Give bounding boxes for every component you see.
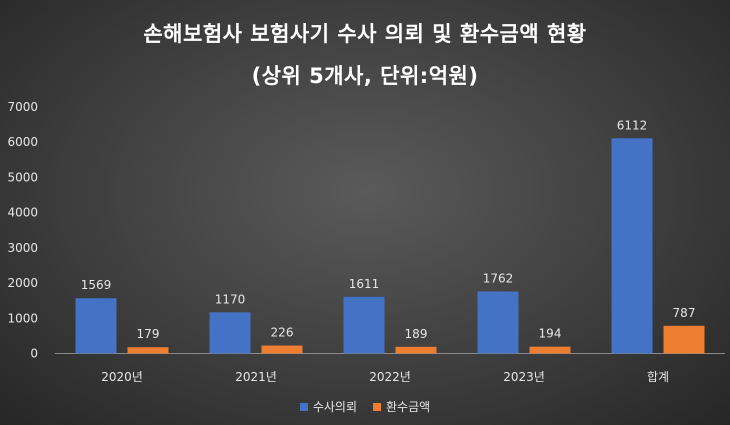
- data-label: 189: [405, 327, 428, 341]
- bar-investigation: [209, 312, 251, 354]
- y-tick-label: 3000: [7, 241, 38, 255]
- legend-swatch-1: [373, 402, 381, 411]
- x-category-label: 2020년: [101, 370, 143, 384]
- legend-label-1: 환수금액: [386, 400, 431, 414]
- y-tick-label: 2000: [7, 276, 38, 290]
- bar-investigation: [75, 298, 117, 354]
- data-label: 1762: [483, 271, 514, 285]
- legend: 수사의뢰 환수금액: [0, 398, 730, 415]
- data-label: 179: [137, 327, 160, 341]
- bar-recovery: [261, 345, 303, 354]
- chart-subtitle: (상위 5개사, 단위:억원): [251, 64, 479, 88]
- bar-investigation: [343, 296, 385, 354]
- legend-item-1: 환수금액: [373, 398, 430, 415]
- data-label: 6112: [617, 118, 648, 132]
- legend-label-0: 수사의뢰: [312, 400, 357, 414]
- data-label: 226: [271, 326, 294, 340]
- bar-recovery: [663, 325, 705, 354]
- bar-investigation: [477, 291, 519, 354]
- y-tick-label: 0: [30, 347, 38, 361]
- chart-title: 손해보험사 보험사기 수사 의뢰 및 환수금액 현황: [143, 22, 587, 46]
- y-tick-label: 4000: [7, 206, 38, 220]
- legend-swatch-0: [299, 402, 308, 411]
- data-label: 1569: [81, 278, 112, 292]
- y-tick-label: 6000: [7, 135, 38, 149]
- y-tick-label: 1000: [7, 311, 38, 325]
- bar-recovery: [529, 346, 571, 354]
- bar-recovery: [395, 346, 437, 354]
- bar-investigation: [611, 138, 653, 354]
- x-category-label: 2023년: [503, 370, 545, 384]
- x-category-label: 합계: [647, 370, 669, 384]
- data-label: 787: [673, 306, 696, 320]
- data-label: 1611: [349, 277, 380, 291]
- x-category-label: 2022년: [369, 370, 411, 384]
- bar-recovery: [127, 347, 169, 354]
- y-tick-label: 7000: [7, 100, 38, 114]
- y-tick-label: 5000: [7, 170, 38, 184]
- data-label: 1170: [215, 292, 246, 306]
- data-label: 194: [539, 327, 562, 341]
- x-category-label: 2021년: [235, 370, 277, 384]
- legend-item-0: 수사의뢰: [299, 398, 357, 415]
